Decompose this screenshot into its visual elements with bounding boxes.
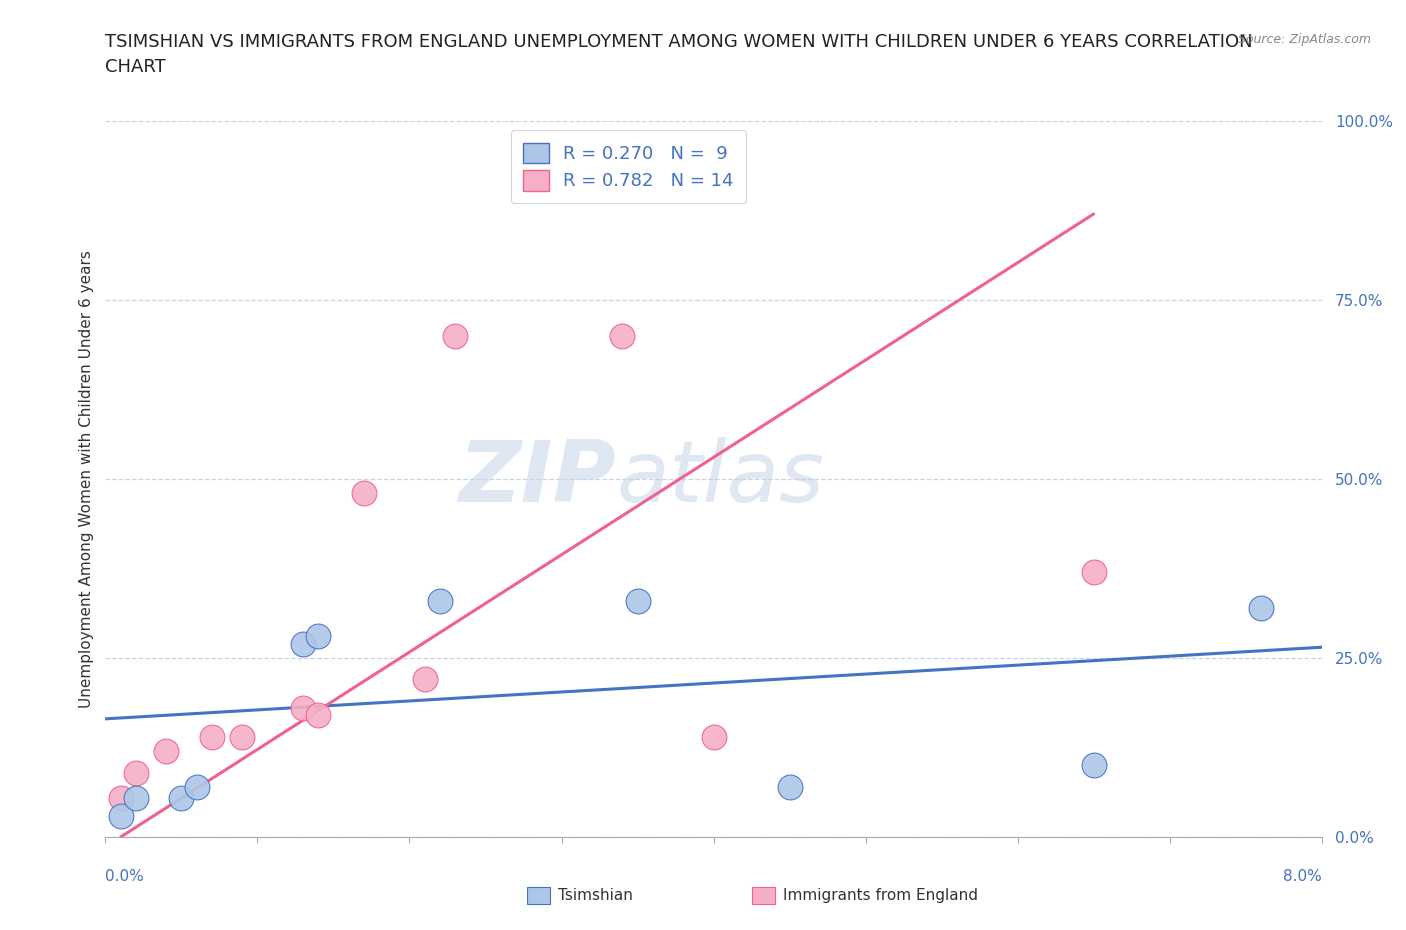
Point — [1083, 758, 1105, 773]
Text: 0.0%: 0.0% — [105, 870, 145, 884]
Text: 8.0%: 8.0% — [1282, 870, 1322, 884]
Point — [292, 636, 315, 651]
Point — [186, 779, 208, 794]
Point — [201, 729, 224, 744]
Y-axis label: Unemployment Among Women with Children Under 6 years: Unemployment Among Women with Children U… — [79, 250, 94, 708]
Point — [231, 729, 253, 744]
Point — [1083, 565, 1105, 579]
Point — [626, 593, 648, 608]
Text: ZIP: ZIP — [458, 437, 616, 521]
Point — [110, 790, 132, 805]
Point — [292, 700, 315, 715]
Point — [612, 328, 634, 343]
Point — [170, 790, 193, 805]
Text: Immigrants from England: Immigrants from England — [783, 888, 979, 903]
Point — [125, 790, 148, 805]
Point — [125, 765, 148, 780]
Text: atlas: atlas — [616, 437, 824, 521]
Text: CHART: CHART — [105, 58, 166, 75]
Point — [413, 672, 436, 687]
Legend: R = 0.270   N =  9, R = 0.782   N = 14: R = 0.270 N = 9, R = 0.782 N = 14 — [510, 130, 747, 204]
Text: Source: ZipAtlas.com: Source: ZipAtlas.com — [1237, 33, 1371, 46]
Text: TSIMSHIAN VS IMMIGRANTS FROM ENGLAND UNEMPLOYMENT AMONG WOMEN WITH CHILDREN UNDE: TSIMSHIAN VS IMMIGRANTS FROM ENGLAND UNE… — [105, 33, 1253, 50]
Point — [429, 593, 451, 608]
Point — [444, 328, 467, 343]
Text: Tsimshian: Tsimshian — [558, 888, 633, 903]
Point — [353, 485, 375, 500]
Point — [1250, 601, 1272, 616]
Point — [307, 708, 329, 723]
Point — [110, 808, 132, 823]
Point — [155, 744, 177, 759]
Point — [702, 729, 725, 744]
Point — [307, 629, 329, 644]
Point — [779, 779, 801, 794]
